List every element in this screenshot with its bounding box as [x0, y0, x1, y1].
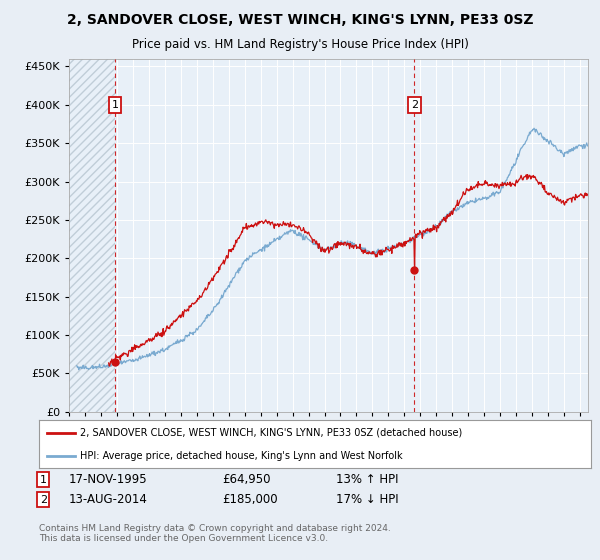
- Text: Price paid vs. HM Land Registry's House Price Index (HPI): Price paid vs. HM Land Registry's House …: [131, 38, 469, 51]
- Text: 17% ↓ HPI: 17% ↓ HPI: [336, 493, 398, 506]
- Bar: [69, 59, 115, 412]
- Text: 17-NOV-1995: 17-NOV-1995: [69, 473, 148, 487]
- Text: Contains HM Land Registry data © Crown copyright and database right 2024.
This d: Contains HM Land Registry data © Crown c…: [39, 524, 391, 543]
- Text: £185,000: £185,000: [222, 493, 278, 506]
- Text: 2: 2: [40, 494, 47, 505]
- Text: £64,950: £64,950: [222, 473, 271, 487]
- Text: 1: 1: [112, 100, 118, 110]
- Text: HPI: Average price, detached house, King's Lynn and West Norfolk: HPI: Average price, detached house, King…: [80, 451, 403, 461]
- Text: 1: 1: [40, 475, 47, 485]
- Text: 13% ↑ HPI: 13% ↑ HPI: [336, 473, 398, 487]
- Text: 2, SANDOVER CLOSE, WEST WINCH, KING'S LYNN, PE33 0SZ: 2, SANDOVER CLOSE, WEST WINCH, KING'S LY…: [67, 13, 533, 27]
- Text: 2: 2: [410, 100, 418, 110]
- Text: 13-AUG-2014: 13-AUG-2014: [69, 493, 148, 506]
- Text: 2, SANDOVER CLOSE, WEST WINCH, KING'S LYNN, PE33 0SZ (detached house): 2, SANDOVER CLOSE, WEST WINCH, KING'S LY…: [80, 428, 463, 438]
